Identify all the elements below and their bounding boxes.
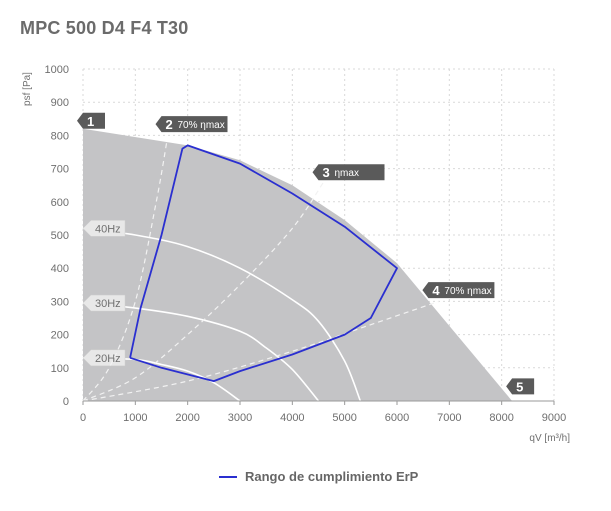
axes: 0 1000 2000 3000 4000 5000 6000 7000 8000 9000 0 10… [22,64,570,444]
point-marker-number: 2 [166,117,173,132]
point-marker-number: 3 [323,165,330,180]
point-marker-number: 4 [432,283,440,298]
point-marker-label: 70% ηmax [178,120,225,131]
efficiency-line [82,300,440,402]
point-marker-number: 1 [87,114,94,129]
y-axis-label: psf [Pa] [22,72,33,106]
y-tick-label: 200 [51,330,69,342]
point-marker-label: 70% ηmax [444,286,491,297]
point-marker: 1 [77,112,105,129]
point-markers: 1 2 70% ηmax 3 ηmax 4 70% ηmax 5 [77,112,535,395]
y-tick-label: 1000 [45,64,69,76]
speed-label: 40Hz [82,220,126,237]
speed-label-text: 20Hz [95,353,121,365]
x-tick-label: 5000 [332,412,356,424]
legend: Rango de cumplimiento ErP [219,469,418,484]
x-axis-label: qV [m³/h] [529,433,570,444]
point-marker-tag [312,164,385,181]
point-marker-tag [506,378,535,395]
speed-label-tag [82,294,126,312]
point-marker-label: ηmax [335,168,359,179]
y-tick-label: 400 [51,263,69,275]
x-tick-label: 8000 [489,412,513,424]
point-marker-tag [155,116,228,133]
y-tick-label: 900 [51,97,69,109]
operating-region-area [83,128,513,402]
point-marker: 2 70% ηmax [155,116,228,133]
erp-range [129,144,398,383]
speed-label-text: 40Hz [95,223,121,235]
x-tick-label: 7000 [437,412,461,424]
speed-label-tag [82,349,126,367]
speed-curves: 40Hz 30Hz 20Hz [82,220,362,402]
y-tick-label: 300 [51,296,69,308]
legend-swatch [219,475,237,478]
speed-curve [82,227,362,402]
x-tick-label: 0 [80,412,86,424]
point-marker-tag [422,282,495,299]
x-tick-label: 1000 [123,412,147,424]
y-tick-label: 0 [63,396,69,408]
point-marker-number: 5 [516,379,523,394]
operating-region [83,128,513,402]
y-tick-label: 800 [51,130,69,142]
y-tick-label: 600 [51,197,69,209]
efficiency-line [82,141,168,402]
x-tick-label: 2000 [175,412,199,424]
speed-curve [82,357,241,402]
speed-label: 30Hz [82,294,126,312]
speed-label-tag [82,220,126,237]
point-marker: 4 70% ηmax [422,282,495,299]
erp-range-line [129,144,398,383]
x-tick-label: 3000 [228,412,252,424]
speed-curve [82,302,320,402]
point-marker: 5 [506,378,535,395]
legend-label: Rango de cumplimiento ErP [245,469,419,484]
x-tick-label: 9000 [542,412,566,424]
efficiency-lines [82,141,440,402]
point-marker: 3 ηmax [312,164,385,181]
efficiency-line [82,181,325,402]
x-tick-label: 4000 [280,412,304,424]
x-tick-label: 6000 [385,412,409,424]
y-tick-label: 100 [51,363,69,375]
chart-title: MPC 500 D4 F4 T30 [20,18,189,38]
y-tick-label: 500 [51,230,69,242]
y-tick-label: 700 [51,164,69,176]
speed-label: 20Hz [82,349,126,367]
point-marker-tag [77,112,105,129]
speed-label-text: 30Hz [95,298,121,310]
